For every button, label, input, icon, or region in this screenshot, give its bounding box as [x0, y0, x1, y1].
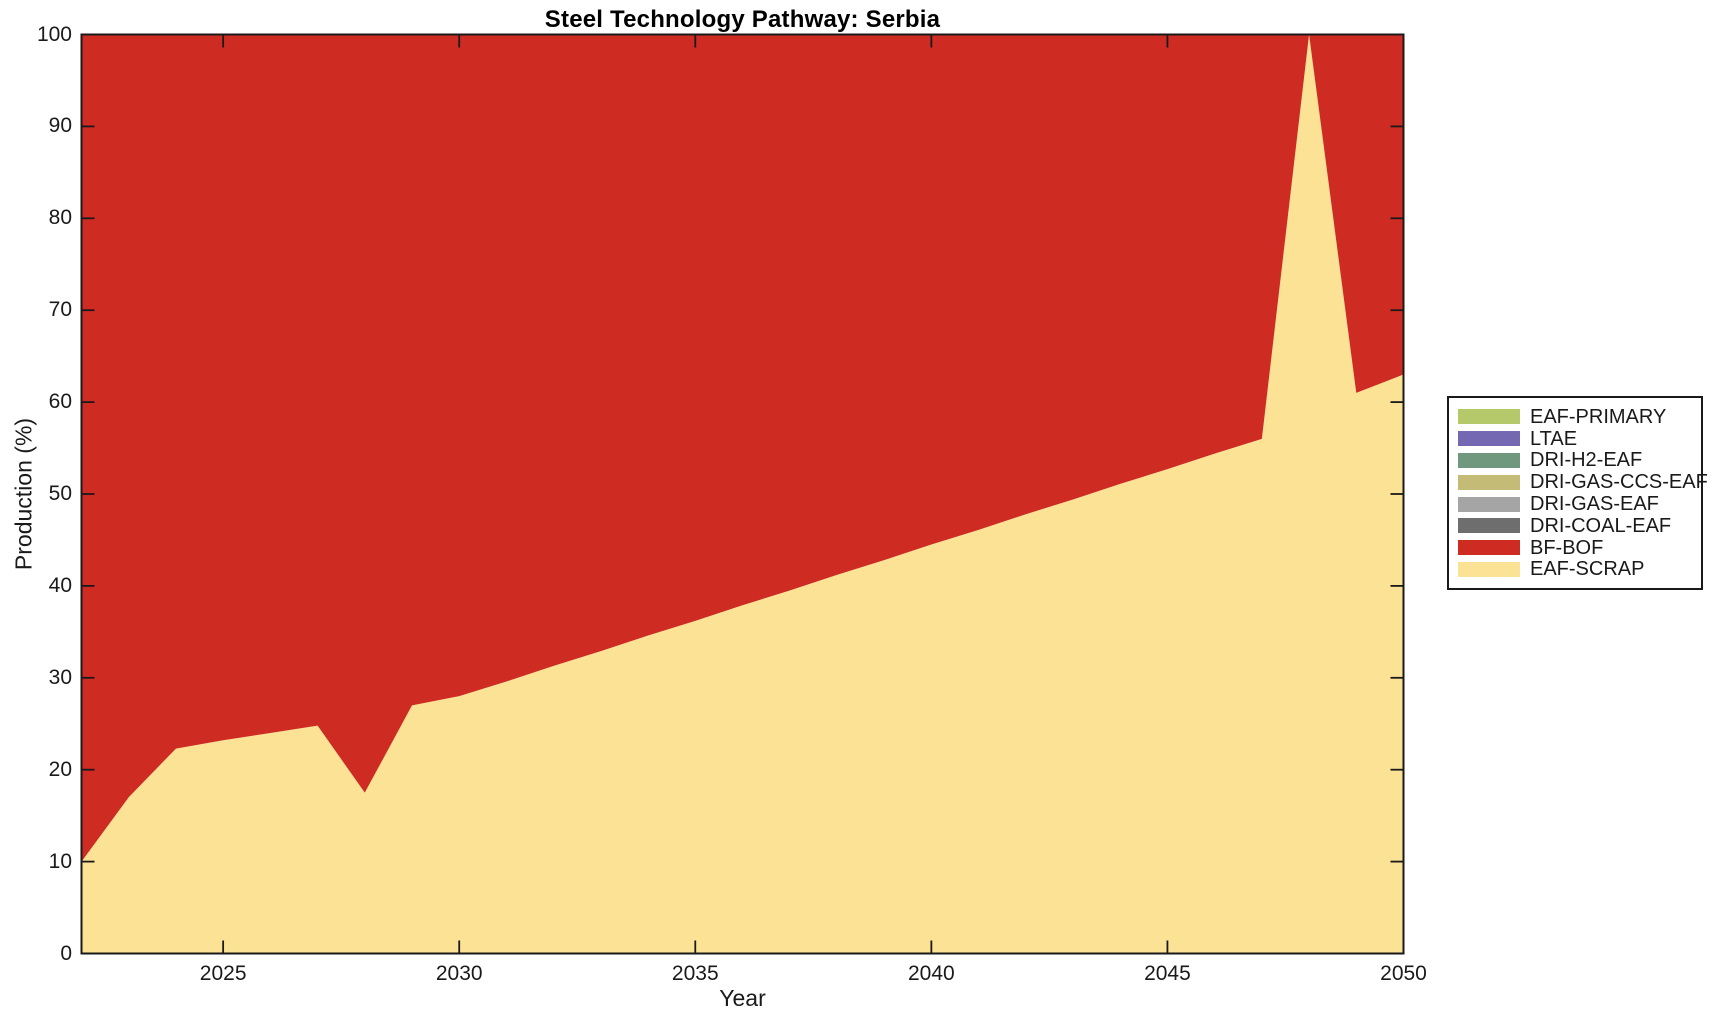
- legend-item: EAF-SCRAP: [1458, 559, 1701, 581]
- y-tick-label: 40: [48, 573, 72, 597]
- x-axis-label: Year: [719, 985, 766, 1011]
- legend-swatch-icon: [1458, 409, 1520, 425]
- x-tick-label: 2040: [907, 962, 955, 985]
- legend-swatch-icon: [1458, 474, 1520, 490]
- legend-label: DRI-GAS-CCS-EAF: [1530, 471, 1708, 494]
- y-tick-label: 0: [60, 941, 72, 965]
- legend-label: DRI-COAL-EAF: [1530, 514, 1672, 537]
- legend-label: LTAE: [1530, 427, 1578, 450]
- legend-item: DRI-GAS-CCS-EAF: [1458, 471, 1708, 493]
- legend-swatch-icon: [1458, 431, 1520, 447]
- legend-item: DRI-COAL-EAF: [1458, 515, 1701, 537]
- legend-label: EAF-PRIMARY: [1530, 405, 1667, 428]
- y-tick-label: 70: [48, 298, 72, 322]
- chart-title: Steel Technology Pathway: Serbia: [544, 6, 941, 33]
- legend-label: BF-BOF: [1530, 536, 1604, 559]
- y-tick-label: 20: [48, 757, 72, 781]
- x-tick-label: 2050: [1380, 962, 1427, 985]
- legend-item: DRI-GAS-EAF: [1458, 493, 1701, 515]
- stacked-areas: [81, 34, 1404, 954]
- legend-swatch-icon: [1458, 452, 1520, 468]
- legend-swatch-icon: [1458, 561, 1520, 577]
- legend-item: DRI-H2-EAF: [1458, 450, 1701, 472]
- y-tick-label: 90: [48, 114, 72, 138]
- legend-swatch-icon: [1458, 540, 1520, 556]
- legend-label: EAF-SCRAP: [1530, 558, 1645, 581]
- y-tick-label: 60: [48, 390, 72, 414]
- plot-border: [80, 33, 1405, 955]
- legend-item: LTAE: [1458, 428, 1701, 450]
- x-tick-label: 2035: [671, 962, 719, 985]
- y-tick-label: 80: [48, 206, 72, 230]
- legend-item: EAF-PRIMARY: [1458, 406, 1701, 428]
- y-tick-label: 10: [48, 849, 72, 873]
- legend-label: DRI-H2-EAF: [1530, 449, 1643, 472]
- x-tick-label: 2025: [199, 962, 247, 985]
- area-bf-bof: [81, 34, 1404, 862]
- legend: EAF-PRIMARY LTAE DRI-H2-EAF DRI-GAS-CCS-EAF…: [1447, 396, 1708, 590]
- legend-swatch-icon: [1458, 496, 1520, 512]
- legend-swatch-icon: [1458, 518, 1520, 534]
- y-tick-label: 30: [48, 665, 72, 689]
- legend-label: DRI-GAS-EAF: [1530, 493, 1659, 516]
- x-tick-label: 2045: [1144, 962, 1191, 985]
- area-eaf-scrap: [81, 34, 1404, 954]
- x-tick-label: 2030: [435, 962, 483, 985]
- y-tick-label: 50: [48, 482, 72, 505]
- legend-item: BF-BOF: [1458, 537, 1701, 559]
- axes-and-ticks: [80, 33, 1405, 955]
- y-tick-label: 100: [36, 22, 72, 46]
